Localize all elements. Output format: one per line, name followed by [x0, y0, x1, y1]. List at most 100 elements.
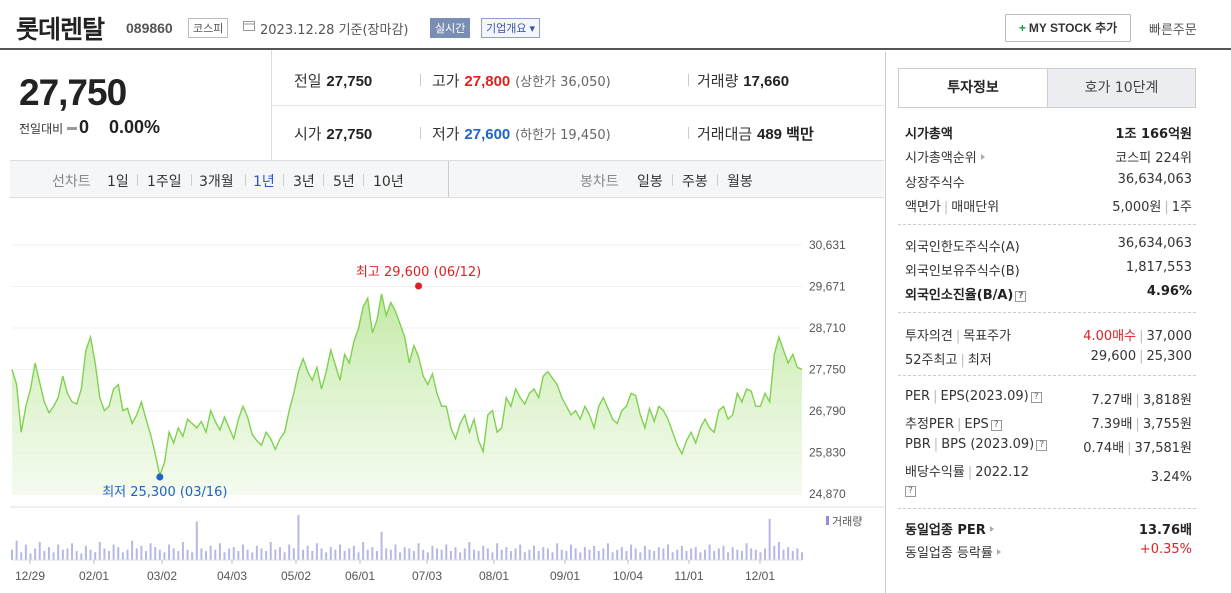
tab-1w[interactable]: 1주일 [147, 174, 182, 190]
industry-per-label: 동일업종 PER [905, 523, 986, 538]
help-icon[interactable]: ? [1030, 392, 1042, 403]
volume-bar [209, 545, 212, 560]
est-per-value: 7.39배 [1091, 417, 1133, 432]
amount-label: 거래대금 [697, 125, 753, 143]
volume-bar [574, 548, 577, 560]
tab-daily[interactable]: 일봉 [637, 174, 663, 190]
tab-1d[interactable]: 1일 [107, 174, 129, 190]
arrow-right-icon [980, 154, 985, 160]
unit-label: 매매단위 [951, 200, 1000, 215]
volume-bar [158, 549, 161, 560]
help-icon[interactable]: ? [905, 486, 916, 497]
lower-limit: (하한가 19,450) [515, 128, 611, 143]
volume-bar [551, 552, 554, 560]
volume-bar [625, 551, 628, 560]
tab-10y[interactable]: 10년 [373, 174, 404, 190]
chart-period-tabs: 선차트 1일 1주일 3개월 1년 3년 5년 10년 봉차트 일봉 주봉 월봉 [10, 160, 884, 198]
help-icon[interactable]: ? [990, 420, 1002, 431]
volume-bar [177, 551, 180, 560]
volume-bar [348, 548, 351, 560]
w52-low-label: 최저 [967, 353, 992, 368]
volume-bar [246, 549, 249, 560]
volume-bar [565, 551, 568, 560]
volume-bar [426, 552, 429, 560]
industry-per-row[interactable]: 동일업종 PER 13.76배 [905, 519, 1192, 541]
volume-bar [454, 547, 457, 560]
volume-bar [717, 548, 720, 560]
par-value: 5,000원 [1112, 200, 1162, 215]
volume-bar [223, 552, 226, 560]
tab-investment-info[interactable]: 투자정보 [898, 68, 1048, 108]
volume-bar [380, 531, 383, 560]
cap-rank-row[interactable]: 시가총액순위 코스피 224위 [905, 147, 1192, 169]
stock-name: 롯데렌탈 [16, 15, 105, 44]
volume-bar [731, 547, 734, 560]
price-area [12, 293, 802, 494]
volume-bar [662, 548, 665, 560]
y-tick-label: 27,750 [809, 363, 846, 377]
tab-monthly[interactable]: 월봉 [727, 174, 753, 190]
volume-bar [740, 551, 743, 560]
unit-value: 1주 [1171, 200, 1192, 215]
volume-bar [11, 549, 13, 560]
industry-rate-value: +0.35% [1139, 542, 1192, 557]
quick-order-link[interactable]: 빠른주문 [1149, 23, 1197, 38]
prev-close-label: 전일 [294, 72, 322, 90]
amount-value: 489 백만 [756, 126, 814, 143]
volume-bar [186, 549, 189, 560]
volume-bar [782, 549, 785, 560]
volume-bar [214, 549, 217, 560]
open-value: 27,750 [326, 126, 373, 143]
volume-bar [602, 548, 605, 560]
tab-order-book[interactable]: 호가 10단계 [1047, 68, 1196, 108]
high-label: 고가 [432, 72, 460, 90]
help-icon[interactable]: ? [1015, 291, 1027, 302]
volume-bar [671, 552, 674, 560]
tab-5y[interactable]: 5년 [333, 174, 355, 190]
market-cap-row: 시가총액 1조 166억원 [905, 123, 1192, 145]
volume-bar [496, 543, 499, 560]
volume-bar [43, 551, 46, 560]
volume-bar [315, 543, 318, 560]
stock-code: 089860 [126, 20, 173, 36]
y-tick-label: 28,710 [809, 321, 846, 335]
par-unit-row: 액면가 | 매매단위 5,000원 | 1주 [905, 200, 1192, 215]
est-per-row: 추정PER | EPS? 7.39배 | 3,755원 [905, 417, 1192, 432]
x-tick-label: 12/01 [745, 569, 775, 583]
prev-close: 전일 27,750 [294, 70, 372, 91]
volume-bar [519, 544, 522, 560]
volume-bar [445, 544, 448, 560]
trade-amount: 거래대금 489 백만 [697, 123, 814, 144]
volume-bar [459, 552, 462, 560]
volume-bar [630, 544, 633, 560]
industry-rate-row[interactable]: 동일업종 등락률 +0.35% [905, 542, 1192, 564]
x-tick-label: 09/01 [550, 569, 580, 583]
tab-1y[interactable]: 1년 [253, 174, 275, 190]
price-chart[interactable]: 30,631 29,671 28,710 27,750 26,790 25,830 24,8… [0, 0, 885, 593]
tab-weekly[interactable]: 주봉 [682, 174, 708, 190]
volume-bar [750, 548, 753, 560]
volume-bar [796, 548, 799, 560]
help-icon[interactable]: ? [1036, 440, 1048, 451]
x-tick-label: 02/01 [79, 569, 109, 583]
per-value: 7.27배 [1091, 393, 1133, 408]
volume-bar [588, 549, 591, 560]
per-row: PER | EPS(2023.09)? 7.27배 | 3,818원 [905, 389, 1192, 408]
target-label: 목표주가 [963, 329, 1012, 344]
tab-3y[interactable]: 3년 [293, 174, 315, 190]
tab-3m[interactable]: 3개월 [199, 174, 234, 190]
company-info-dropdown[interactable]: 기업개요 ▾ [481, 18, 541, 38]
plus-icon: + [1018, 21, 1026, 35]
volume-bar [292, 548, 295, 560]
volume-bar [579, 552, 582, 560]
bps-label: BPS (2023.09) [941, 437, 1035, 452]
low-annotation: 최저 25,300 (03/16) [102, 485, 227, 500]
my-stock-add-button[interactable]: + MY STOCK 추가 [1005, 14, 1131, 42]
realtime-button[interactable]: 실시간 [430, 18, 471, 38]
foreign-limit-value: 36,634,063 [1117, 236, 1192, 251]
volume-bar [690, 548, 693, 560]
x-tick-label: 11/01 [674, 569, 703, 583]
volume-bar [195, 521, 198, 560]
volume-bar [274, 549, 277, 560]
pbr-label: PBR [905, 437, 931, 452]
